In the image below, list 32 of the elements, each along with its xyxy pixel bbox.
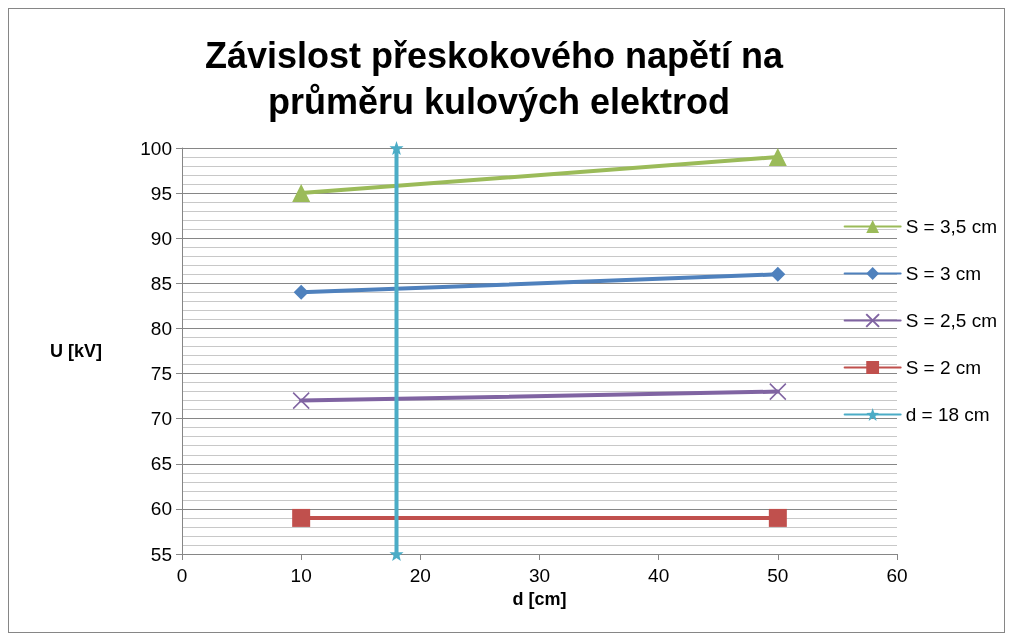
- point: [768, 508, 787, 527]
- point: [292, 508, 311, 527]
- legend-label: d = 18 cm: [905, 404, 990, 425]
- legend-label: S = 3 cm: [905, 263, 982, 284]
- x-tick-label: 0: [176, 565, 188, 586]
- y-tick-label: 100: [140, 137, 172, 159]
- y-tick-label: 95: [150, 182, 172, 204]
- point: [770, 266, 786, 282]
- y-tick-label: 65: [150, 453, 172, 475]
- x-tick-label: 30: [528, 565, 551, 586]
- x-axis-title: d [cm]: [512, 589, 567, 609]
- y-tick-label: 70: [150, 408, 172, 430]
- y-tick-label: 85: [150, 272, 172, 294]
- legend-label: S = 2 cm: [905, 357, 982, 378]
- point: [293, 284, 309, 300]
- y-tick-label: 60: [150, 498, 172, 520]
- y-tick-label: 80: [150, 317, 172, 339]
- x-tick-label: 20: [409, 565, 431, 586]
- y-axis-title: U [kV]: [49, 341, 102, 361]
- x-tick-label: 50: [767, 565, 789, 586]
- legend-label: S = 2,5 cm: [905, 310, 998, 331]
- x-tick-label: 40: [648, 565, 670, 586]
- y-tick-label: 75: [150, 363, 172, 385]
- y-tick-label: 90: [150, 227, 172, 249]
- legend-label: S = 3,5 cm: [905, 216, 998, 237]
- y-tick-label: 55: [150, 543, 172, 565]
- x-tick-label: 10: [290, 565, 312, 586]
- x-tick-label: 60: [886, 565, 908, 586]
- point: [769, 382, 787, 401]
- point: [389, 141, 404, 155]
- point: [292, 391, 310, 410]
- chart-title: Závislost přeskokového napětí na průměru kulových elektrod: [204, 34, 785, 122]
